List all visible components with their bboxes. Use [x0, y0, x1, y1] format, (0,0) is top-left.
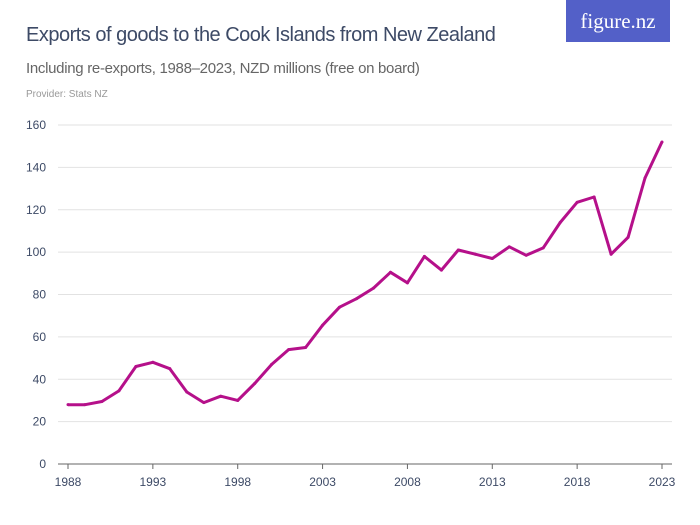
- data-point: [439, 268, 443, 272]
- data-point: [270, 362, 274, 366]
- data-point: [388, 270, 392, 274]
- data-point: [117, 389, 121, 393]
- x-tick-label: 1998: [224, 475, 251, 489]
- x-tick-label: 2003: [309, 475, 336, 489]
- data-point: [321, 323, 325, 327]
- data-point: [558, 220, 562, 224]
- data-point: [609, 252, 613, 256]
- y-tick-label: 20: [33, 415, 47, 429]
- chart-subtitle: Including re-exports, 1988–2023, NZD mil…: [26, 60, 420, 77]
- chart-title: Exports of goods to the Cook Islands fro…: [26, 24, 496, 46]
- series-line: [68, 141, 664, 407]
- data-point: [422, 254, 426, 258]
- provider-text: Provider: Stats NZ: [26, 89, 108, 100]
- data-point: [100, 399, 104, 403]
- data-point: [66, 403, 70, 407]
- data-point: [287, 348, 291, 352]
- y-tick-label: 60: [33, 330, 47, 344]
- data-point: [219, 394, 223, 398]
- data-point: [490, 256, 494, 260]
- x-tick-label: 1988: [55, 475, 82, 489]
- y-tick-label: 160: [26, 118, 46, 132]
- x-tick-label: 1993: [140, 475, 167, 489]
- data-point: [185, 390, 189, 394]
- data-point: [507, 245, 511, 249]
- y-tick-label: 120: [26, 203, 46, 217]
- data-point: [541, 246, 545, 250]
- data-point: [473, 252, 477, 256]
- y-tick-label: 40: [33, 372, 47, 386]
- y-tick-label: 0: [39, 457, 46, 471]
- y-tick-label: 100: [26, 245, 46, 259]
- x-tick-label: 2013: [479, 475, 506, 489]
- data-point: [524, 253, 528, 257]
- data-point: [304, 345, 308, 349]
- data-point: [83, 403, 87, 407]
- data-point: [338, 305, 342, 309]
- data-point: [660, 140, 664, 144]
- data-point: [253, 381, 257, 385]
- data-point: [592, 195, 596, 199]
- data-point: [236, 398, 240, 402]
- data-point: [456, 248, 460, 252]
- data-point: [134, 365, 138, 369]
- x-tick-label: 2018: [564, 475, 591, 489]
- figure-nz-logo[interactable]: figure.nz: [566, 0, 670, 42]
- y-tick-label: 140: [26, 160, 46, 174]
- data-point: [643, 176, 647, 180]
- data-point: [202, 401, 206, 405]
- data-point: [575, 200, 579, 204]
- data-point: [626, 235, 630, 239]
- x-tick-label: 2023: [649, 475, 676, 489]
- x-tick-label: 2008: [394, 475, 421, 489]
- data-point: [151, 360, 155, 364]
- data-point: [168, 367, 172, 371]
- data-point: [355, 297, 359, 301]
- data-point: [405, 281, 409, 285]
- y-tick-label: 80: [33, 288, 47, 302]
- data-point: [371, 286, 375, 290]
